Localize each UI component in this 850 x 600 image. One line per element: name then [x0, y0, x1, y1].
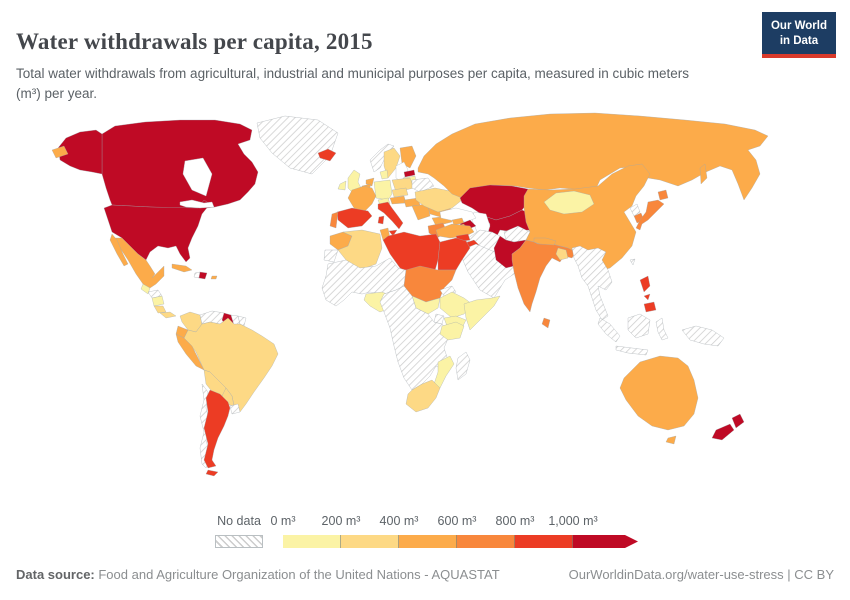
region-somalia[interactable]: [463, 295, 501, 331]
no-data-label: No data: [217, 514, 261, 528]
region-new-zealand-north[interactable]: [731, 413, 745, 429]
region-sicily[interactable]: [388, 229, 398, 237]
region-chukotka-sliver[interactable]: [51, 145, 69, 159]
region-eritrea[interactable]: [439, 285, 457, 297]
owid-logo-line1: Our World: [770, 20, 827, 32]
region-brazil[interactable]: [183, 317, 279, 413]
region-taiwan[interactable]: [629, 258, 636, 266]
region-france[interactable]: [347, 185, 377, 213]
legend-tick-label: 600 m³: [437, 514, 477, 528]
legend-tick-label: 0 m³: [270, 514, 296, 528]
region-south-africa[interactable]: [405, 379, 441, 413]
region-new-zealand-south[interactable]: [711, 423, 735, 441]
region-cuba[interactable]: [171, 263, 193, 273]
hudson-bay: [182, 157, 213, 197]
region-western-sahara[interactable]: [323, 249, 339, 263]
legend-segments: [283, 535, 638, 548]
legend-tick-label: 1,000 m³: [548, 514, 598, 528]
legend-bin-swatch-b4[interactable]: [457, 535, 515, 548]
region-borneo[interactable]: [627, 313, 651, 339]
region-australia[interactable]: [619, 355, 699, 431]
region-ukraine[interactable]: [414, 187, 463, 213]
region-japan-honshu[interactable]: [635, 199, 665, 231]
region-new-guinea[interactable]: [681, 325, 725, 347]
region-libya[interactable]: [382, 231, 441, 277]
region-madagascar[interactable]: [455, 351, 471, 381]
legend-bin-swatch-b5[interactable]: [515, 535, 573, 548]
region-philippines-mindanao[interactable]: [643, 301, 657, 313]
data-source-note: Data source: Food and Agriculture Organi…: [16, 567, 500, 582]
legend-bin-swatch-b3[interactable]: [399, 535, 457, 548]
region-java[interactable]: [615, 345, 649, 356]
region-nicaragua[interactable]: [151, 295, 165, 307]
region-guatemala[interactable]: [140, 283, 151, 295]
page-title: Water withdrawals per capita, 2015: [16, 29, 373, 55]
region-tasmania[interactable]: [665, 435, 677, 445]
region-sulawesi[interactable]: [655, 317, 669, 341]
region-alaska[interactable]: [57, 129, 103, 175]
region-panama[interactable]: [159, 311, 177, 319]
region-austria[interactable]: [389, 195, 407, 205]
region-costa-rica[interactable]: [153, 305, 167, 314]
region-italy[interactable]: [377, 201, 404, 230]
chart-subtitle: Total water withdrawals from agricultura…: [16, 65, 690, 101]
region-uruguay[interactable]: [229, 403, 241, 415]
owid-logo-line2: in Data: [779, 34, 819, 47]
great-lakes: [179, 199, 215, 209]
data-source-label: Data source:: [16, 567, 95, 582]
region-germany[interactable]: [373, 179, 393, 201]
region-bangladesh[interactable]: [555, 247, 569, 261]
region-sri-lanka[interactable]: [541, 317, 551, 329]
region-ireland[interactable]: [337, 180, 347, 191]
region-tierra-del-fuego[interactable]: [205, 469, 219, 477]
region-mexico[interactable]: [113, 237, 165, 289]
region-mongolia[interactable]: [543, 190, 595, 215]
region-baja-california[interactable]: [109, 233, 129, 267]
region-dominican-republic[interactable]: [198, 271, 208, 280]
region-tanzania[interactable]: [439, 321, 465, 341]
region-spain[interactable]: [336, 207, 373, 229]
region-czechia[interactable]: [391, 187, 409, 198]
region-netherlands[interactable]: [365, 177, 375, 187]
region-japan-hokkaido[interactable]: [657, 189, 669, 201]
region-north-korea[interactable]: [629, 203, 641, 217]
footer-link[interactable]: OurWorldinData.org/water-use-stress | CC…: [568, 567, 834, 582]
region-denmark[interactable]: [379, 169, 389, 180]
legend-bin-swatch-b2[interactable]: [341, 535, 399, 548]
legend-arrow-cap: [625, 535, 638, 548]
region-nepal[interactable]: [533, 237, 557, 246]
owid-logo[interactable]: Our World in Data: [761, 12, 836, 58]
legend-tick-label: 400 m³: [379, 514, 419, 528]
region-canada[interactable]: [101, 119, 259, 210]
region-sumatra[interactable]: [597, 317, 621, 343]
data-source-text: Food and Agriculture Organization of the…: [94, 567, 500, 582]
region-belarus[interactable]: [411, 177, 435, 193]
region-iceland[interactable]: [317, 148, 337, 162]
footer: Data source: Food and Agriculture Organi…: [16, 567, 834, 582]
legend-tick-label: 800 m³: [495, 514, 535, 528]
region-argentina[interactable]: [203, 389, 231, 469]
legend-bin-swatch-b6[interactable]: [573, 535, 625, 548]
no-data-swatch[interactable]: [215, 535, 263, 548]
region-mozambique[interactable]: [433, 355, 455, 389]
black-sea: [439, 207, 477, 223]
legend-tick-label: 200 m³: [321, 514, 361, 528]
region-sakhalin[interactable]: [699, 163, 708, 185]
region-philippines-luzon[interactable]: [639, 275, 651, 293]
region-uganda[interactable]: [433, 313, 445, 325]
region-sardinia[interactable]: [377, 215, 385, 225]
region-estonia[interactable]: [403, 169, 416, 178]
world-choropleth-map: [51, 112, 769, 477]
region-egypt[interactable]: [437, 237, 471, 271]
region-puerto-rico[interactable]: [210, 275, 218, 280]
region-portugal[interactable]: [329, 211, 339, 229]
region-philippines-visayas[interactable]: [643, 293, 651, 301]
region-mainland-southeast-asia[interactable]: [571, 245, 613, 321]
region-greenland[interactable]: [256, 115, 339, 175]
legend-bin-swatch-b1[interactable]: [283, 535, 341, 548]
